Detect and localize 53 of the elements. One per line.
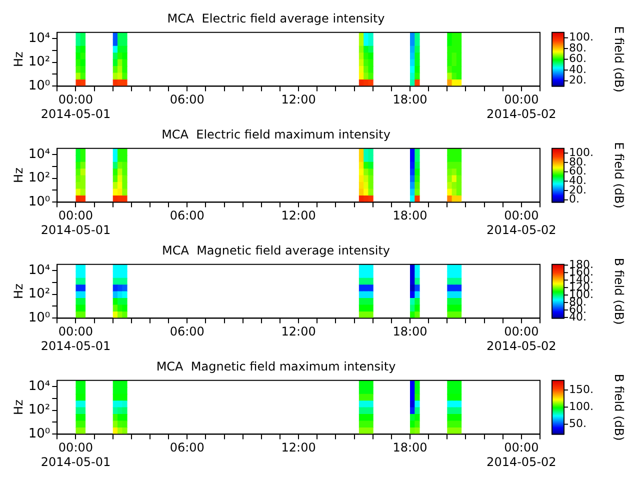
x-tick-label: 12:00 bbox=[281, 440, 316, 455]
y-tick-label: 10² bbox=[28, 402, 50, 418]
chart-title: MCA Magnetic field maximum intensity bbox=[156, 359, 396, 374]
y-tick-label: 10² bbox=[28, 286, 50, 302]
x-tick-label: 06:00 bbox=[170, 324, 204, 339]
x-tick-label: 00:00 2014-05-02 bbox=[486, 324, 556, 353]
color-bar-label: 0. bbox=[569, 192, 580, 206]
x-tick-label: 00:00 2014-05-01 bbox=[40, 324, 111, 353]
y-axis-title: Hz bbox=[11, 284, 26, 299]
y-axis-title: Hz bbox=[11, 400, 26, 415]
x-tick-label: 00:00 2014-05-01 bbox=[40, 440, 111, 469]
chart-title: MCA Magnetic field average intensity bbox=[162, 243, 390, 258]
x-tick-label: 00:00 2014-05-01 bbox=[40, 92, 111, 121]
y-axis-title: Hz bbox=[11, 52, 26, 67]
x-tick-label: 12:00 bbox=[281, 208, 316, 223]
color-bar-label: 20. bbox=[569, 74, 586, 87]
y-tick-label: 10⁴ bbox=[28, 262, 50, 278]
x-tick-label: 06:00 bbox=[170, 440, 204, 455]
y-tick-label: 10⁰ bbox=[28, 194, 50, 210]
x-tick-label: 12:00 bbox=[281, 92, 316, 107]
y-tick-label: 10⁰ bbox=[28, 78, 50, 94]
x-tick-label: 00:00 2014-05-02 bbox=[486, 92, 556, 121]
y-tick-label: 10⁴ bbox=[28, 30, 50, 46]
y-tick-label: 10⁴ bbox=[28, 146, 50, 162]
chart-title: MCA Electric field average intensity bbox=[167, 11, 385, 26]
y-tick-label: 10² bbox=[28, 54, 50, 70]
x-tick-label: 00:00 2014-05-02 bbox=[486, 440, 556, 469]
x-tick-label: 12:00 bbox=[281, 324, 316, 339]
chart-title: MCA Electric field maximum intensity bbox=[162, 127, 390, 142]
x-tick-label: 06:00 bbox=[170, 92, 204, 107]
y-tick-label: 10² bbox=[28, 170, 50, 186]
color-bar-label: 60. bbox=[569, 52, 586, 66]
y-tick-label: 10⁰ bbox=[28, 310, 50, 326]
color-bar-label: 40. bbox=[569, 62, 586, 76]
color-bar-title: B field (dB) bbox=[612, 258, 626, 325]
x-tick-label: 18:00 bbox=[392, 440, 428, 455]
color-bar-title: E field (dB) bbox=[612, 26, 626, 92]
color-bar-label: 100. bbox=[569, 30, 594, 44]
x-tick-label: 00:00 2014-05-01 bbox=[40, 208, 111, 237]
color-bar-label: 150. bbox=[569, 382, 594, 396]
color-bar-label: 100. bbox=[569, 400, 594, 413]
x-tick-label: 06:00 bbox=[170, 208, 204, 223]
y-tick-label: 10⁴ bbox=[28, 378, 50, 394]
y-axis-title: Hz bbox=[11, 168, 26, 183]
x-tick-label: 18:00 bbox=[392, 208, 428, 223]
color-bar-title: E field (dB) bbox=[612, 142, 626, 208]
x-tick-label: 00:00 2014-05-02 bbox=[486, 208, 556, 237]
x-tick-label: 18:00 bbox=[392, 92, 428, 107]
x-tick-label: 18:00 bbox=[392, 324, 428, 339]
y-tick-label: 10⁰ bbox=[28, 426, 50, 442]
color-bar-label: 50. bbox=[569, 417, 586, 430]
color-bar-label: 80. bbox=[569, 41, 586, 54]
color-bar-title: B field (dB) bbox=[612, 374, 626, 441]
